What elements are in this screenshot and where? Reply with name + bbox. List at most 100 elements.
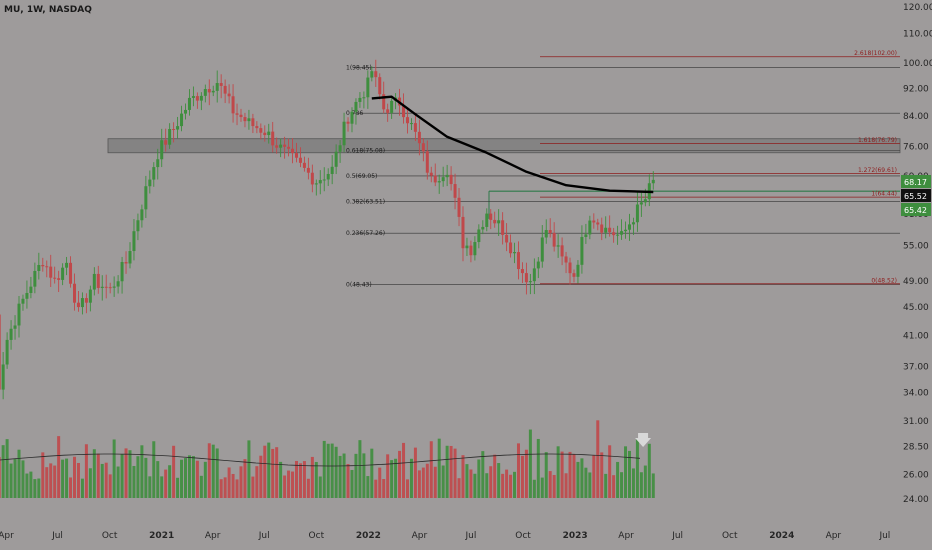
candle-body: [148, 179, 152, 187]
volume-bar: [57, 436, 61, 498]
candle-body: [283, 144, 287, 147]
candle-body: [513, 252, 517, 254]
y-tick-label: 34.00: [903, 389, 929, 399]
candle-body: [108, 287, 112, 289]
volume-bar: [215, 448, 219, 498]
candle-body: [520, 269, 524, 274]
volume-bar: [505, 469, 509, 498]
candle-body: [21, 298, 25, 304]
volume-bar: [429, 441, 433, 498]
candle-body: [453, 184, 457, 198]
y-tick-label: 31.00: [903, 417, 929, 427]
candle-body: [536, 261, 540, 269]
volume-bar: [306, 478, 310, 498]
candle-body: [382, 94, 386, 110]
volume-bar: [247, 440, 251, 498]
candle-body: [306, 167, 310, 173]
candle-body: [318, 180, 322, 184]
volume-bar: [616, 461, 620, 498]
candle-body: [263, 132, 267, 136]
candle-body: [183, 109, 187, 114]
y-tick-label: 76.00: [903, 143, 929, 153]
volume-bar: [283, 475, 287, 498]
candle-body: [37, 265, 41, 271]
price-tag-label: 68.17: [904, 178, 927, 187]
y-tick-label: 28.50: [903, 442, 929, 452]
volume-bar: [140, 445, 144, 498]
candle-body: [572, 273, 576, 277]
candle-body: [489, 213, 493, 220]
candle-body: [65, 262, 69, 268]
candle-body: [69, 262, 73, 284]
volume-bar: [148, 476, 152, 498]
price-tag-box: [901, 175, 931, 188]
candle-body: [540, 237, 544, 262]
volume-bar: [318, 476, 322, 498]
volume-bar: [556, 446, 560, 498]
candle-body: [362, 97, 366, 99]
candle-body: [651, 179, 655, 184]
volume-bar: [180, 459, 184, 498]
candle-body: [207, 89, 211, 93]
candle-body: [366, 77, 370, 98]
candle-body: [425, 151, 429, 173]
candle-body: [247, 118, 251, 122]
volume-bar: [211, 444, 215, 498]
volume-bar: [433, 466, 437, 498]
candle-body: [199, 95, 203, 101]
candle-body: [275, 145, 279, 148]
volume-bar: [485, 473, 489, 498]
volume-bar: [156, 461, 160, 498]
volume-bar: [104, 462, 108, 498]
volume-bar: [584, 467, 588, 498]
volume-bar: [76, 462, 80, 498]
volume-bar: [564, 473, 568, 498]
volume-bar: [1, 445, 5, 498]
candle-body: [53, 277, 57, 279]
volume-bar: [69, 477, 73, 498]
volume-bar: [445, 445, 449, 498]
candle-body: [322, 179, 326, 181]
volume-bar: [501, 473, 505, 498]
volume-bar: [100, 463, 104, 498]
volume-bar: [421, 467, 425, 498]
fib-retracement-label: 1(98.45): [346, 65, 372, 72]
volume-bar: [639, 472, 643, 498]
candle-body: [560, 245, 564, 257]
volume-bar: [576, 461, 580, 498]
candle-body: [338, 145, 342, 152]
candle-body: [516, 252, 520, 270]
y-tick-label: 55.00: [903, 242, 929, 252]
x-tick-label: Apr: [0, 531, 14, 541]
volume-bar: [572, 453, 576, 498]
candle-body: [132, 231, 136, 252]
fib-retracement-label: 0(48.43): [346, 281, 372, 288]
volume-bars: [0, 420, 655, 498]
candle-body: [294, 153, 298, 158]
volume-bar: [354, 453, 358, 498]
volume-bar: [13, 458, 17, 498]
fib-retracement-label: 0.618(75.08): [346, 147, 385, 154]
candle-body: [386, 109, 390, 113]
volume-bar: [544, 452, 548, 498]
candle-body: [584, 234, 588, 237]
candle-body: [493, 219, 497, 224]
volume-bar: [612, 475, 616, 498]
volume-bar: [49, 463, 53, 498]
x-tick-label: Oct: [102, 531, 118, 541]
candle-body: [604, 227, 608, 233]
volume-bar: [417, 470, 421, 498]
candle-body: [643, 199, 647, 203]
candle-body: [477, 229, 481, 243]
volume-bar: [128, 450, 132, 498]
volume-bar: [291, 471, 295, 498]
candle-body: [191, 96, 195, 98]
volume-bar: [560, 451, 564, 498]
volume-bar: [588, 472, 592, 498]
volume-bar: [378, 467, 382, 498]
volume-bar: [469, 469, 473, 498]
candle-body: [402, 105, 406, 118]
candle-body: [445, 174, 449, 178]
volume-bar: [310, 456, 314, 498]
